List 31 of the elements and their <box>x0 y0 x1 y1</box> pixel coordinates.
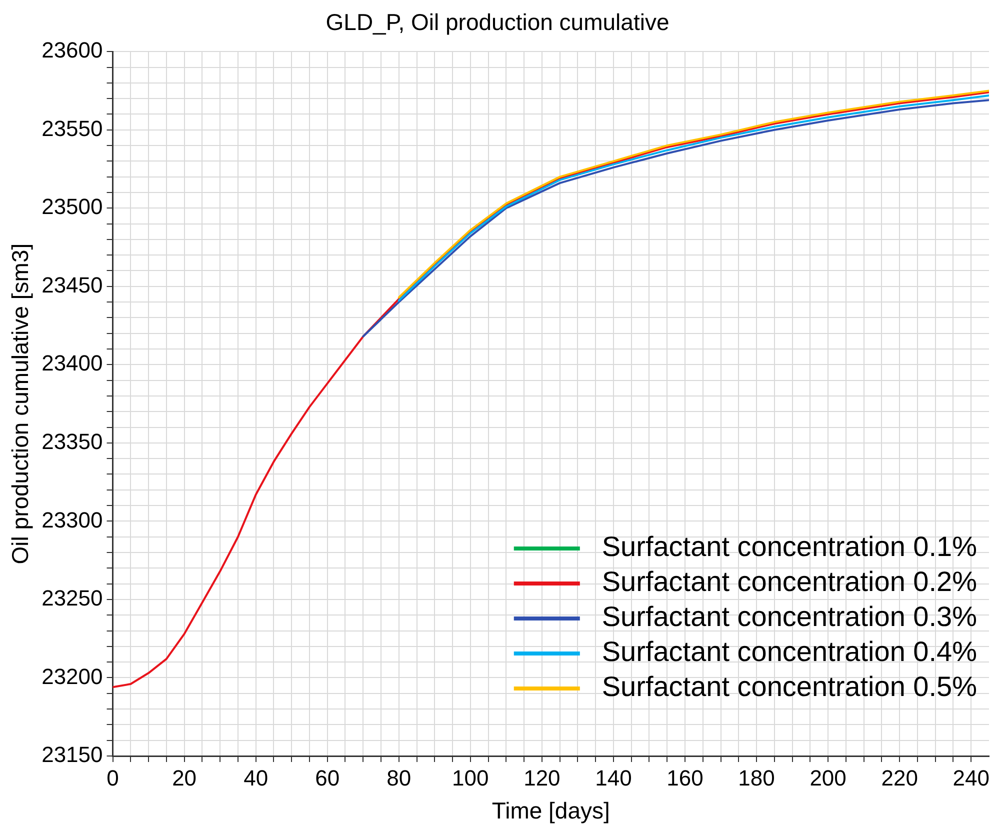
x-tick-label: 100 <box>452 765 489 790</box>
x-tick-label: 60 <box>315 765 340 790</box>
y-axis-title: Oil production cumulative [sm3] <box>7 243 34 564</box>
x-tick-label: 40 <box>244 765 268 790</box>
y-tick-label: 23400 <box>42 350 103 376</box>
legend-label: Surfactant concentration 0.5% <box>602 671 978 702</box>
x-tick-label: 80 <box>386 765 412 790</box>
chart-title: GLD_P, Oil production cumulative <box>326 9 670 36</box>
y-tick-label: 23550 <box>42 116 103 141</box>
x-tick-label: 120 <box>524 765 560 790</box>
legend-label: Surfactant concentration 0.1% <box>602 531 978 562</box>
x-tick-label: 140 <box>595 765 632 790</box>
x-tick-label: 180 <box>738 765 775 790</box>
y-tick-label: 23500 <box>42 194 103 220</box>
x-tick-label: 160 <box>666 765 704 790</box>
x-tick-label: 200 <box>810 765 846 790</box>
x-tick-label: 220 <box>881 765 918 790</box>
x-tick-label: 240 <box>952 765 990 790</box>
y-tick-label: 23350 <box>42 428 103 454</box>
y-tick-label: 23600 <box>42 38 103 63</box>
legend-label: Surfactant concentration 0.2% <box>602 566 978 598</box>
y-tick-label: 23450 <box>42 272 103 298</box>
y-tick-label: 23150 <box>42 742 103 768</box>
y-tick-label: 23250 <box>42 586 103 611</box>
y-tick-label: 23200 <box>42 664 103 689</box>
x-tick-label: 0 <box>106 765 119 790</box>
x-axis-title: Time [days] <box>492 798 610 824</box>
legend-label: Surfactant concentration 0.4% <box>602 636 978 668</box>
x-tick-label: 20 <box>172 765 197 790</box>
legend-label: Surfactant concentration 0.3% <box>602 601 978 632</box>
y-tick-label: 23300 <box>42 507 103 532</box>
